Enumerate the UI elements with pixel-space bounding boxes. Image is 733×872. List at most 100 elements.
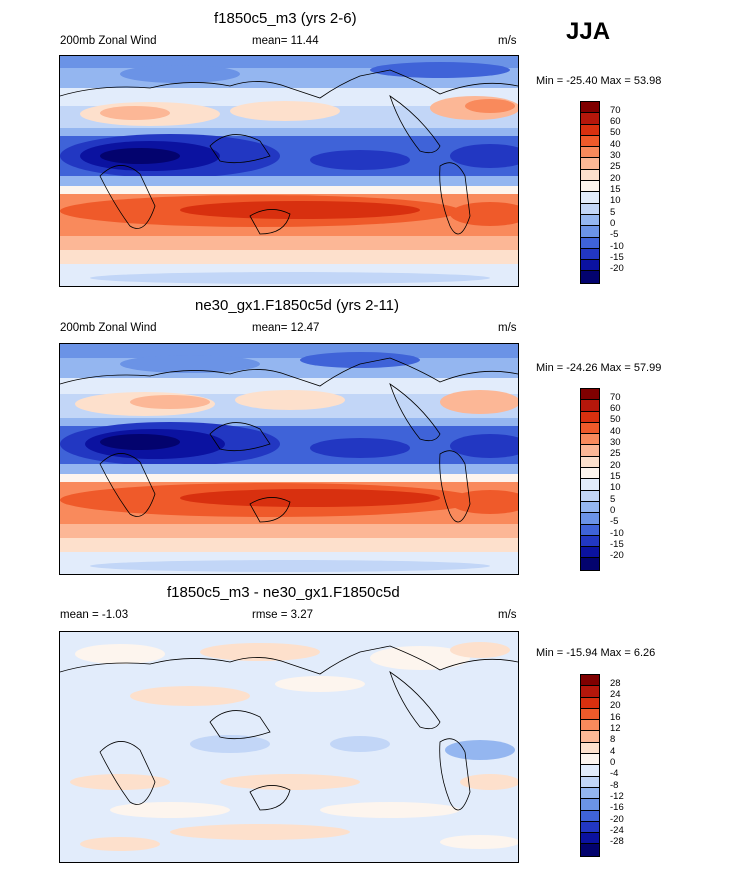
panel2-colorbar-swatch — [581, 535, 599, 548]
panel1-title: f1850c5_m3 (yrs 2-6) — [214, 10, 357, 27]
panel3-minmax-label: Min = -15.94 Max = 6.26 — [536, 647, 656, 659]
panel3-colorbar-swatch — [581, 799, 599, 811]
panel2-minmax-label: Min = -24.26 Max = 57.99 — [536, 362, 662, 374]
panel2-colorbar-swatch — [581, 513, 599, 525]
panel3-contour-field — [60, 632, 518, 862]
panel1-colorbar — [580, 101, 600, 284]
panel3-colorbar-swatch — [581, 708, 599, 721]
panel3-colorbar-swatch — [581, 844, 599, 856]
panel2-colorbar-swatch — [581, 422, 599, 435]
panel3-colorbar-swatch — [581, 686, 599, 698]
panel1-variable-label: 200mb Zonal Wind — [60, 35, 157, 47]
panel3-colorbar-label: -28 — [610, 836, 624, 847]
panel1-colorbar-swatch — [581, 192, 599, 204]
panel1-contour-field — [60, 56, 518, 286]
panel1-colorbar-swatch — [581, 260, 599, 272]
panel2-colorbar-label: -15 — [610, 539, 624, 550]
panel2-colorbar-label: 50 — [610, 414, 621, 425]
panel1-colorbar-label: 15 — [610, 184, 621, 195]
panel2-colorbar-label: 20 — [610, 460, 621, 471]
panel1-map — [59, 55, 519, 287]
panel1-colorbar-label: 70 — [610, 105, 621, 116]
panel3-colorbar-swatch — [581, 776, 599, 788]
panel3-title: f1850c5_m3 - ne30_gx1.F1850c5d — [167, 584, 400, 601]
panel2-colorbar-swatch — [581, 501, 599, 514]
panel3-colorbar-swatch — [581, 765, 599, 777]
panel2-colorbar-label: 70 — [610, 392, 621, 403]
panel2-colorbar-label: 25 — [610, 448, 621, 459]
panel2-coastlines — [60, 357, 518, 523]
panel1-colorbar-swatch — [581, 147, 599, 159]
panel1-colorbar-label: -20 — [610, 263, 624, 274]
panel1-minmax-label: Min = -25.40 Max = 53.98 — [536, 75, 662, 87]
panel2-map — [59, 343, 519, 575]
season-label: JJA — [566, 18, 611, 45]
panel3-colorbar-swatch — [581, 810, 599, 822]
panel2-variable-label: 200mb Zonal Wind — [60, 322, 157, 334]
panel1-colorbar-swatch — [581, 271, 599, 283]
panel1-colorbar-swatch — [581, 237, 599, 249]
panel1-colorbar-label: 25 — [610, 161, 621, 172]
panel1-colorbar-swatch — [581, 124, 599, 136]
panel1-colorbar-swatch — [581, 181, 599, 193]
panel3-colorbar-swatch — [581, 675, 599, 687]
panel2-colorbar-swatch — [581, 456, 599, 469]
panel2-mean-label: mean= 12.47 — [252, 322, 320, 334]
panel3-colorbar — [580, 674, 600, 857]
panel3-colorbar-label: -12 — [610, 791, 624, 802]
panel3-colorbar-swatch — [581, 742, 599, 755]
panel2-colorbar-swatch — [581, 558, 599, 570]
panel3-colorbar-swatch — [581, 787, 599, 800]
panel1-colorbar-swatch — [581, 226, 599, 238]
panel2-colorbar-label: 10 — [610, 482, 621, 493]
panel1-colorbar-swatch — [581, 169, 599, 182]
panel3-colorbar-label: 4 — [610, 746, 616, 757]
panel1-colorbar-label: -5 — [610, 229, 619, 240]
panel1-colorbar-label: 0 — [610, 218, 616, 229]
panel3-colorbar-label: -16 — [610, 802, 624, 813]
panel1-colorbar-swatch — [581, 248, 599, 261]
panel1-colorbar-swatch — [581, 102, 599, 114]
panel2-colorbar-label: 30 — [610, 437, 621, 448]
panel3-coastlines — [60, 645, 518, 811]
panel1-colorbar-label: 5 — [610, 207, 616, 218]
panel2-colorbar-swatch — [581, 411, 599, 423]
panel2-colorbar-label: 0 — [610, 505, 616, 516]
panel1-colorbar-label: 50 — [610, 127, 621, 138]
panel2-title: ne30_gx1.F1850c5d (yrs 2-11) — [195, 297, 400, 314]
panel1-colorbar-swatch — [581, 113, 599, 125]
panel2-colorbar-label: -5 — [610, 516, 619, 527]
panel3-colorbar-label: 16 — [610, 712, 621, 723]
panel3-colorbar-label: -4 — [610, 768, 619, 779]
panel2-colorbar-swatch — [581, 490, 599, 502]
panel2-colorbar-label: 60 — [610, 403, 621, 414]
panel2-colorbar-label: 5 — [610, 494, 616, 505]
panel2-colorbar-label: 40 — [610, 426, 621, 437]
panel2-colorbar — [580, 388, 600, 571]
panel3-map — [59, 631, 519, 863]
panel2-colorbar-swatch — [581, 389, 599, 401]
panel1-colorbar-swatch — [581, 203, 599, 215]
panel3-colorbar-label: -24 — [610, 825, 624, 836]
panel2-colorbar-label: -10 — [610, 528, 624, 539]
panel2-colorbar-swatch — [581, 468, 599, 480]
panel1-colorbar-label: 20 — [610, 173, 621, 184]
panel3-colorbar-swatch — [581, 754, 599, 766]
panel3-colorbar-swatch — [581, 697, 599, 709]
panel3-colorbar-label: 8 — [610, 734, 616, 745]
panel3-colorbar-label: 12 — [610, 723, 621, 734]
panel1-colorbar-swatch — [581, 135, 599, 148]
panel1-coastlines — [60, 69, 518, 235]
panel2-units-label: m/s — [498, 322, 517, 334]
panel2-colorbar-label: 15 — [610, 471, 621, 482]
panel2-colorbar-swatch — [581, 547, 599, 559]
panel2-colorbar-label: -20 — [610, 550, 624, 561]
panel3-colorbar-label: 20 — [610, 700, 621, 711]
panel1-colorbar-label: 40 — [610, 139, 621, 150]
panel3-units-label: m/s — [498, 609, 517, 621]
panel3-colorbar-swatch — [581, 720, 599, 732]
panel1-colorbar-swatch — [581, 214, 599, 227]
panel1-colorbar-label: 60 — [610, 116, 621, 127]
panel3-colorbar-label: -8 — [610, 780, 619, 791]
panel1-mean-label: mean= 11.44 — [252, 35, 319, 47]
